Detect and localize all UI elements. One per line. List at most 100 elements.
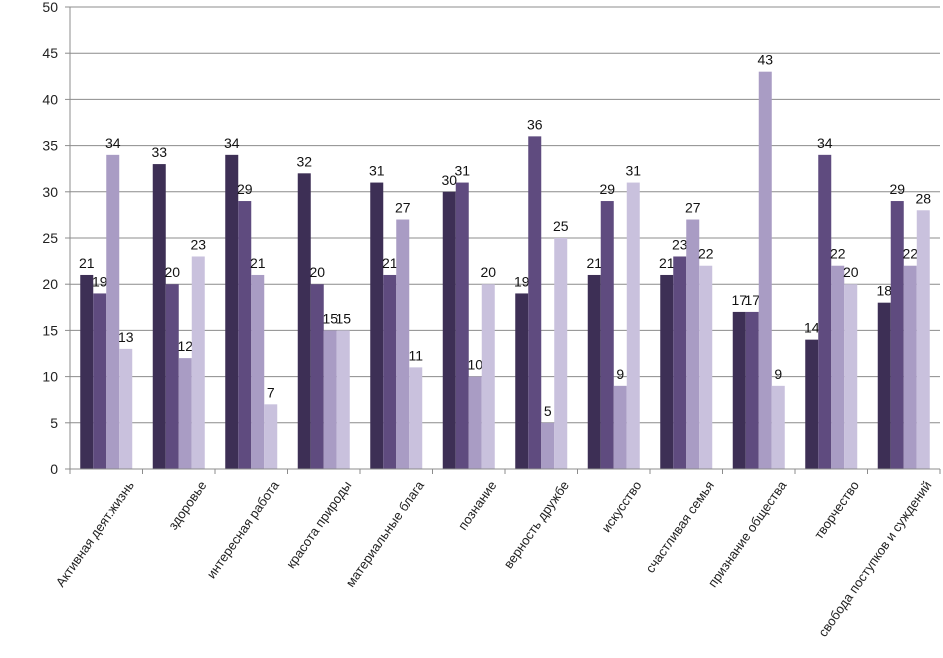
x-tick-label: материальные блага bbox=[343, 477, 428, 589]
bar bbox=[370, 182, 384, 469]
bar bbox=[106, 154, 120, 469]
data-label: 22 bbox=[830, 246, 846, 262]
bar bbox=[225, 154, 239, 469]
data-label: 5 bbox=[544, 403, 552, 419]
data-label: 13 bbox=[118, 329, 134, 345]
bar bbox=[93, 293, 107, 469]
data-label: 29 bbox=[889, 181, 905, 197]
data-label: 25 bbox=[553, 218, 569, 234]
data-label: 28 bbox=[915, 190, 931, 206]
y-tick-label: 50 bbox=[42, 0, 58, 15]
x-tick-label: счастливая семья bbox=[642, 478, 717, 575]
bar bbox=[745, 311, 759, 469]
x-tick-label: красота природы bbox=[283, 478, 354, 571]
data-label: 31 bbox=[454, 163, 470, 179]
y-tick-label: 0 bbox=[50, 461, 58, 477]
data-label: 29 bbox=[599, 181, 615, 197]
bar bbox=[903, 265, 917, 469]
x-tick-label: Активная деят.жизнь bbox=[53, 478, 137, 590]
y-tick-label: 25 bbox=[42, 230, 58, 246]
data-label: 9 bbox=[616, 366, 624, 382]
y-tick-label: 40 bbox=[42, 91, 58, 107]
data-label: 20 bbox=[164, 264, 180, 280]
bar bbox=[890, 201, 904, 470]
data-label: 9 bbox=[774, 366, 782, 382]
bar bbox=[80, 274, 94, 469]
data-label: 22 bbox=[902, 246, 918, 262]
data-label: 12 bbox=[177, 338, 193, 354]
data-label: 32 bbox=[296, 153, 312, 169]
bar bbox=[673, 256, 687, 469]
bar bbox=[152, 164, 166, 469]
bar bbox=[383, 274, 397, 469]
data-label: 20 bbox=[843, 264, 859, 280]
bar bbox=[528, 136, 542, 470]
data-label: 31 bbox=[369, 163, 385, 179]
bar bbox=[251, 274, 265, 469]
y-tick-label: 45 bbox=[42, 45, 58, 61]
bar bbox=[396, 219, 410, 469]
bar bbox=[297, 173, 311, 469]
bar bbox=[626, 182, 640, 469]
data-label: 23 bbox=[672, 236, 688, 252]
bar bbox=[541, 422, 555, 469]
data-label: 20 bbox=[309, 264, 325, 280]
bar bbox=[613, 385, 627, 469]
data-label: 27 bbox=[685, 200, 701, 216]
data-label: 34 bbox=[105, 135, 121, 151]
y-tick-label: 10 bbox=[42, 369, 58, 385]
data-label: 19 bbox=[92, 273, 108, 289]
data-label: 30 bbox=[441, 172, 457, 188]
data-label: 21 bbox=[250, 255, 266, 271]
data-label: 10 bbox=[467, 357, 483, 373]
x-tick-label: верность дружбе bbox=[501, 478, 572, 571]
data-label: 23 bbox=[190, 236, 206, 252]
x-tick-label: здоровье bbox=[165, 478, 209, 532]
x-tick-label: признание общества bbox=[705, 477, 790, 590]
data-label: 11 bbox=[408, 347, 423, 363]
data-label: 29 bbox=[237, 181, 253, 197]
bar bbox=[818, 154, 832, 469]
bar bbox=[758, 71, 772, 470]
data-label: 33 bbox=[151, 144, 167, 160]
bar bbox=[916, 210, 930, 469]
data-label: 17 bbox=[731, 292, 747, 308]
y-tick-label: 5 bbox=[50, 415, 58, 431]
bar bbox=[732, 311, 746, 469]
bar bbox=[686, 219, 700, 469]
x-tick-label: искусство bbox=[598, 478, 644, 535]
bar bbox=[844, 284, 858, 469]
bar bbox=[587, 274, 601, 469]
bar bbox=[238, 201, 252, 470]
data-label: 34 bbox=[224, 135, 240, 151]
data-label: 21 bbox=[382, 255, 398, 271]
data-label: 14 bbox=[804, 320, 820, 336]
x-tick-label: творчество bbox=[811, 478, 862, 542]
data-label: 22 bbox=[698, 246, 714, 262]
data-label: 21 bbox=[79, 255, 95, 271]
y-tick-label: 30 bbox=[42, 184, 58, 200]
bar bbox=[877, 302, 891, 469]
bar bbox=[264, 404, 278, 469]
data-label: 21 bbox=[586, 255, 602, 271]
data-label: 15 bbox=[322, 310, 338, 326]
x-tick-label: интересная работа bbox=[203, 477, 282, 581]
data-label: 18 bbox=[876, 283, 892, 299]
bar bbox=[191, 256, 205, 469]
bar bbox=[323, 330, 337, 469]
bar bbox=[165, 284, 179, 469]
bar bbox=[468, 376, 482, 469]
bar bbox=[515, 293, 529, 469]
data-label: 43 bbox=[757, 52, 773, 68]
data-label: 15 bbox=[335, 310, 351, 326]
bar bbox=[660, 274, 674, 469]
data-label: 34 bbox=[817, 135, 833, 151]
data-label: 17 bbox=[744, 292, 760, 308]
y-tick-label: 20 bbox=[42, 276, 58, 292]
bar bbox=[699, 265, 713, 469]
bar bbox=[771, 385, 785, 469]
data-label: 19 bbox=[514, 273, 530, 289]
bar bbox=[119, 348, 133, 469]
bar bbox=[409, 367, 423, 469]
